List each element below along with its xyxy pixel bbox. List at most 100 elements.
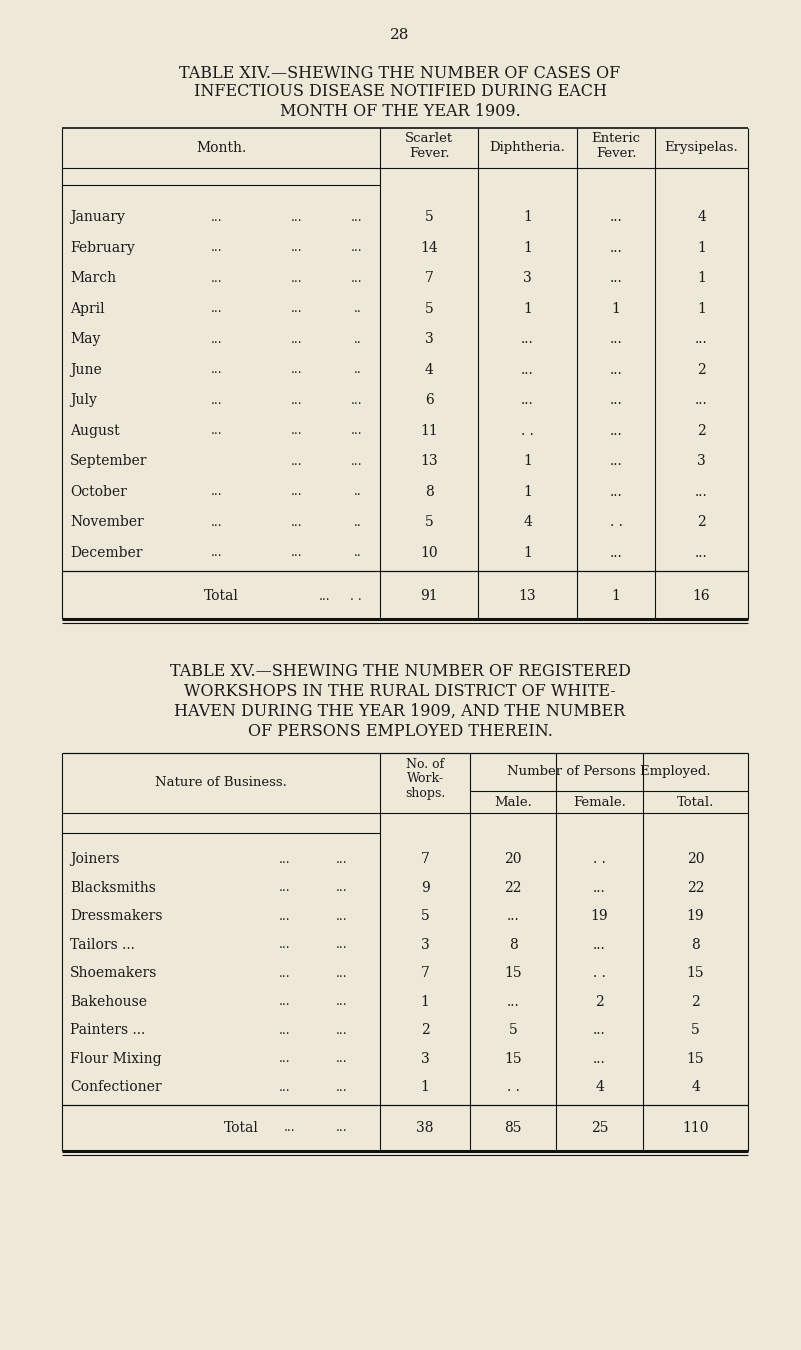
Text: ...: ... [280, 1052, 291, 1065]
Text: ...: ... [336, 853, 348, 865]
Text: Erysipelas.: Erysipelas. [665, 142, 739, 154]
Text: TABLE XV.—SHEWING THE NUMBER OF REGISTERED: TABLE XV.—SHEWING THE NUMBER OF REGISTER… [170, 663, 630, 679]
Text: 3: 3 [421, 938, 429, 952]
Text: 9: 9 [421, 880, 429, 895]
Text: ...: ... [211, 516, 223, 529]
Text: Flour Mixing: Flour Mixing [70, 1052, 162, 1065]
Text: Number of Persons Employed.: Number of Persons Employed. [507, 765, 710, 779]
Text: ...: ... [336, 938, 348, 952]
Text: 1: 1 [697, 302, 706, 316]
Text: Nature of Business.: Nature of Business. [155, 776, 287, 790]
Text: 1: 1 [523, 454, 532, 468]
Text: 22: 22 [686, 880, 704, 895]
Text: Painters ...: Painters ... [70, 1023, 145, 1037]
Text: ...: ... [292, 394, 303, 406]
Text: 1: 1 [523, 240, 532, 255]
Text: 13: 13 [421, 454, 438, 468]
Text: 20: 20 [686, 852, 704, 867]
Text: ...: ... [610, 211, 622, 224]
Text: 5: 5 [691, 1023, 700, 1037]
Text: ...: ... [319, 590, 331, 602]
Text: ...: ... [350, 455, 362, 467]
Text: May: May [70, 332, 100, 346]
Text: Total.: Total. [677, 795, 714, 809]
Text: ...: ... [211, 242, 223, 254]
Text: ...: ... [336, 1052, 348, 1065]
Text: ...: ... [336, 1120, 348, 1134]
Text: 15: 15 [686, 1052, 704, 1065]
Text: 4: 4 [691, 1080, 700, 1095]
Text: ...: ... [506, 910, 519, 923]
Text: 38: 38 [417, 1120, 434, 1134]
Text: 28: 28 [390, 28, 409, 42]
Text: 1: 1 [697, 271, 706, 285]
Text: Blacksmiths: Blacksmiths [70, 880, 156, 895]
Text: Month.: Month. [196, 140, 246, 155]
Text: ...: ... [292, 485, 303, 498]
Text: April: April [70, 302, 105, 316]
Text: 3: 3 [421, 1052, 429, 1065]
Text: 3: 3 [697, 454, 706, 468]
Text: 2: 2 [595, 995, 604, 1008]
Text: ...: ... [280, 882, 291, 894]
Text: ...: ... [336, 1023, 348, 1037]
Text: ..: .. [354, 485, 362, 498]
Text: 85: 85 [505, 1120, 521, 1134]
Text: ...: ... [280, 1081, 291, 1094]
Text: ...: ... [280, 938, 291, 952]
Text: 14: 14 [421, 240, 438, 255]
Text: ...: ... [521, 393, 534, 408]
Text: 15: 15 [504, 1052, 521, 1065]
Text: ...: ... [336, 1081, 348, 1094]
Text: 5: 5 [421, 910, 429, 923]
Text: ..: .. [354, 302, 362, 316]
Text: . .: . . [610, 516, 622, 529]
Text: ...: ... [593, 938, 606, 952]
Text: September: September [70, 454, 147, 468]
Text: ...: ... [280, 967, 291, 980]
Text: ...: ... [336, 967, 348, 980]
Text: ...: ... [211, 424, 223, 437]
Text: ...: ... [292, 211, 303, 224]
Text: 7: 7 [421, 967, 429, 980]
Text: ..: .. [354, 363, 362, 377]
Text: 1: 1 [611, 302, 621, 316]
Text: ...: ... [292, 455, 303, 467]
Text: 16: 16 [693, 589, 710, 603]
Text: 1: 1 [523, 545, 532, 560]
Text: ...: ... [610, 485, 622, 498]
Text: ...: ... [610, 393, 622, 408]
Text: Tailors ...: Tailors ... [70, 938, 135, 952]
Text: ...: ... [593, 880, 606, 895]
Text: ...: ... [350, 394, 362, 406]
Text: ...: ... [292, 271, 303, 285]
Text: ...: ... [292, 363, 303, 377]
Text: Bakehouse: Bakehouse [70, 995, 147, 1008]
Text: 2: 2 [697, 363, 706, 377]
Text: December: December [70, 545, 143, 560]
Text: January: January [70, 211, 125, 224]
Text: Enteric
Fever.: Enteric Fever. [591, 132, 641, 161]
Text: ...: ... [292, 547, 303, 559]
Text: ...: ... [336, 882, 348, 894]
Text: 7: 7 [421, 852, 429, 867]
Text: 15: 15 [504, 967, 521, 980]
Text: 91: 91 [421, 589, 438, 603]
Text: 5: 5 [425, 302, 433, 316]
Text: July: July [70, 393, 97, 408]
Text: ...: ... [211, 211, 223, 224]
Text: Total: Total [223, 1120, 259, 1134]
Text: 15: 15 [686, 967, 704, 980]
Text: ...: ... [610, 424, 622, 437]
Text: 1: 1 [421, 995, 429, 1008]
Text: 2: 2 [691, 995, 700, 1008]
Text: 8: 8 [425, 485, 433, 498]
Text: 2: 2 [697, 424, 706, 437]
Text: ...: ... [695, 545, 708, 560]
Text: ...: ... [610, 271, 622, 285]
Text: 1: 1 [611, 589, 621, 603]
Text: 4: 4 [595, 1080, 604, 1095]
Text: ...: ... [695, 393, 708, 408]
Text: ...: ... [695, 485, 708, 498]
Text: 110: 110 [682, 1120, 709, 1134]
